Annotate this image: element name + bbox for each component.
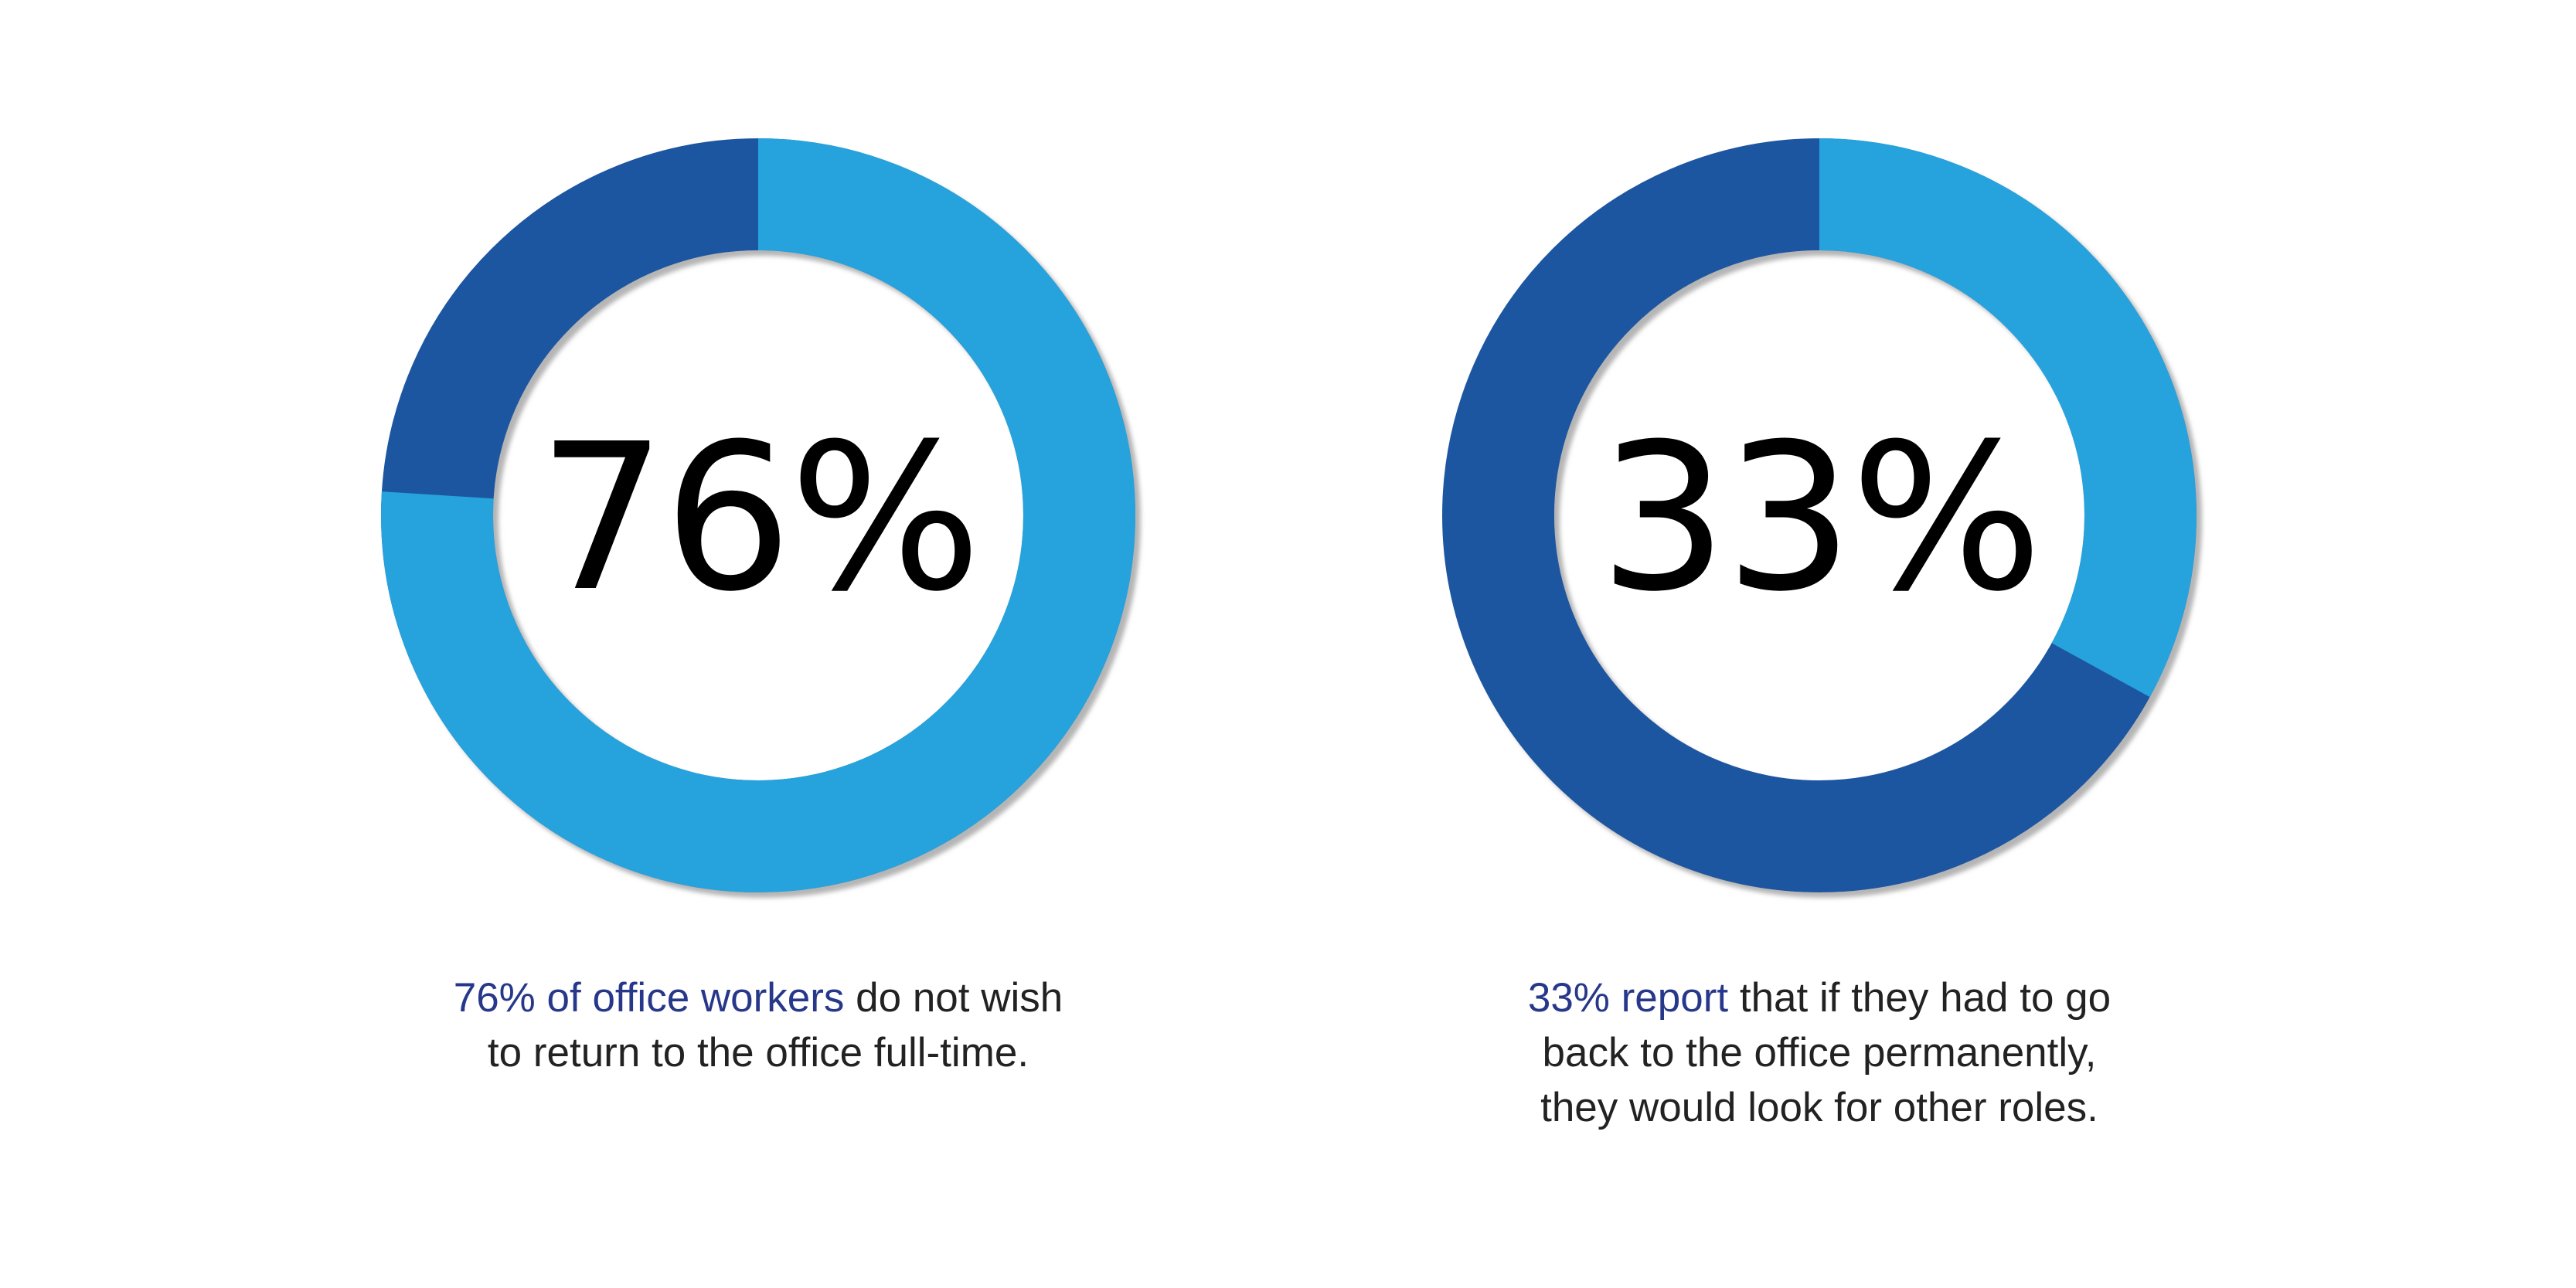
- donut-chart-33: [1442, 138, 2197, 892]
- caption-76-line-1-rest: do not wish: [844, 975, 1063, 1021]
- caption-76-line-1: 76% of office workers do not wish: [372, 970, 1145, 1025]
- big-percent-33: 33%: [1598, 400, 2043, 636]
- caption-33-line-1-rest: that if they had to go: [1728, 975, 2112, 1021]
- caption-76-highlight: 76% of office workers: [453, 975, 845, 1021]
- donut-76-light-segment: [381, 138, 1135, 892]
- caption-33-highlight: 33% report: [1527, 975, 1729, 1021]
- donut-33-light-segment: [1442, 138, 2197, 892]
- caption-33: 33% report that if they had to go back t…: [1433, 970, 2206, 1135]
- caption-33-line-2: back to the office permanently,: [1542, 1030, 2097, 1076]
- caption-76: 76% of office workers do not wish to ret…: [372, 970, 1145, 1080]
- donut-chart-76: [381, 138, 1135, 892]
- big-percent-76: 76%: [537, 400, 982, 636]
- caption-76-line-2: to return to the office full-time.: [487, 1030, 1029, 1076]
- caption-33-line-3: they would look for other roles.: [1540, 1085, 2098, 1130]
- caption-33-line-1: 33% report that if they had to go: [1433, 970, 2206, 1025]
